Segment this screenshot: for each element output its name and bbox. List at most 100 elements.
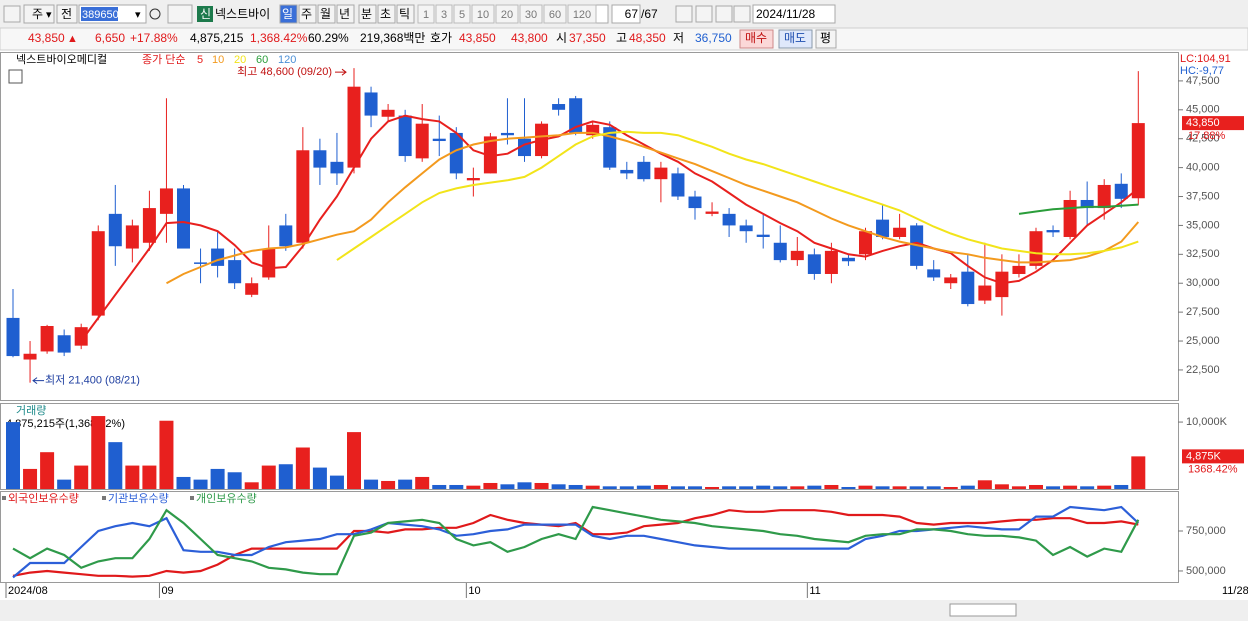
stock-code[interactable]: 389650	[82, 9, 119, 21]
sell-box[interactable]	[778, 29, 813, 49]
bid: 43,800	[511, 31, 548, 45]
volume-bar	[1011, 486, 1026, 489]
volume-bar	[108, 442, 123, 489]
period-button[interactable]: 분	[361, 7, 372, 21]
sell-button[interactable]: 매도	[784, 31, 806, 45]
period-button[interactable]: 틱	[399, 7, 410, 21]
interval-button-box[interactable]	[471, 4, 495, 24]
interval-button[interactable]: 60	[549, 9, 561, 21]
interval-button-box[interactable]	[543, 4, 567, 24]
candle-body	[432, 138, 446, 142]
period-button[interactable]: 초	[380, 7, 391, 21]
candle-body	[824, 250, 838, 274]
table-icon[interactable]	[8, 69, 23, 84]
interval-button-box[interactable]	[453, 4, 471, 24]
candle-body	[449, 132, 463, 174]
candle-body	[211, 248, 225, 266]
volume-bar	[994, 484, 1009, 489]
y-tick-label: 32,500	[1186, 248, 1220, 260]
code-dropdown[interactable]: ▾	[135, 9, 141, 21]
candle-body	[1046, 230, 1060, 233]
volume-bar	[875, 486, 890, 489]
last-price-tag	[1182, 116, 1244, 131]
period-button-box[interactable]	[336, 4, 355, 24]
candle-body	[364, 92, 378, 116]
candle-body	[620, 169, 634, 174]
scroll-thumb[interactable]	[949, 603, 1017, 617]
tool-icon[interactable]	[675, 5, 693, 23]
last-volume-label: 4,875K	[1186, 450, 1222, 462]
volume-bar	[91, 416, 106, 489]
volume-bar	[244, 482, 259, 489]
period-button[interactable]: 일	[282, 7, 293, 21]
period-type-box[interactable]	[23, 4, 55, 24]
volume-bar	[381, 480, 396, 489]
hc-label: HC:-9,77	[1180, 65, 1224, 77]
volume-bar	[6, 422, 20, 489]
period-button-box[interactable]	[358, 4, 377, 24]
candle-body	[245, 283, 259, 295]
interval-button-box[interactable]	[435, 4, 453, 24]
dropdown-arrow[interactable]: ▾	[46, 9, 52, 21]
buy-box[interactable]	[739, 29, 774, 49]
period-type[interactable]: 주	[32, 7, 43, 21]
count-box[interactable]	[611, 4, 641, 24]
volume-bar	[1063, 485, 1078, 489]
volume-bar	[568, 484, 583, 489]
volume-bar	[1097, 485, 1112, 489]
menu-icon[interactable]	[3, 5, 21, 23]
period-button-box[interactable]	[279, 4, 298, 24]
settings-icon[interactable]	[733, 5, 751, 23]
interval-button-box[interactable]	[567, 4, 597, 24]
tool-icon[interactable]	[695, 5, 713, 23]
legend-entry: 60	[256, 54, 268, 66]
interval-button-box[interactable]	[495, 4, 519, 24]
interval-button[interactable]: 30	[525, 9, 537, 21]
interval-button-box[interactable]	[519, 4, 543, 24]
period-button[interactable]: 년	[339, 7, 350, 21]
volume: 4,875,215	[190, 31, 244, 45]
interval-button[interactable]: 120	[573, 9, 591, 21]
period-button-box[interactable]	[377, 4, 396, 24]
buy-button[interactable]: 매수	[745, 31, 767, 45]
interval-button[interactable]: 3	[441, 9, 447, 21]
period-button-box[interactable]	[396, 4, 415, 24]
candle-body	[159, 188, 173, 214]
volume-bar	[432, 484, 447, 489]
interval-button[interactable]: 1	[423, 9, 429, 21]
volume-bar	[295, 447, 310, 489]
period-button-box[interactable]	[317, 4, 336, 24]
price-title: 넥스트바이오메디컬	[16, 53, 107, 66]
date-box[interactable]	[752, 4, 836, 24]
sound-icon[interactable]	[167, 4, 193, 24]
legend-entry: 외국인보유수량	[8, 492, 79, 505]
interval-button[interactable]: 5	[459, 9, 465, 21]
period-button[interactable]: 주	[301, 7, 312, 21]
volume-bar	[619, 486, 634, 489]
volume-bar	[1080, 486, 1095, 489]
save-icon[interactable]	[715, 5, 733, 23]
candle-body	[841, 257, 855, 262]
interval-button-box[interactable]	[417, 4, 435, 24]
interval-button[interactable]: 20	[501, 9, 513, 21]
candle-body	[296, 150, 310, 243]
x-tick-label: 2024/08	[8, 585, 48, 597]
period-button[interactable]: 월	[320, 7, 331, 21]
volume-bar	[261, 465, 276, 489]
prev-box[interactable]	[56, 4, 78, 24]
count[interactable]: 67	[625, 7, 639, 21]
interval-button[interactable]: 10	[477, 9, 489, 21]
date[interactable]: 2024/11/28	[756, 7, 815, 21]
end-date-label: 11/28	[1222, 585, 1248, 597]
candle-body	[1029, 231, 1043, 266]
search-icon[interactable]	[149, 8, 161, 20]
eval-button[interactable]: 평	[820, 31, 831, 45]
amount: 219,368백만	[360, 31, 425, 45]
volume-bar	[977, 480, 992, 489]
change: 6,650	[95, 31, 125, 45]
volume-bar	[449, 484, 464, 489]
prev-button[interactable]: 전	[61, 7, 72, 21]
period-button-box[interactable]	[298, 4, 317, 24]
scrollbar[interactable]	[0, 600, 1248, 621]
eval-box[interactable]	[815, 29, 837, 49]
